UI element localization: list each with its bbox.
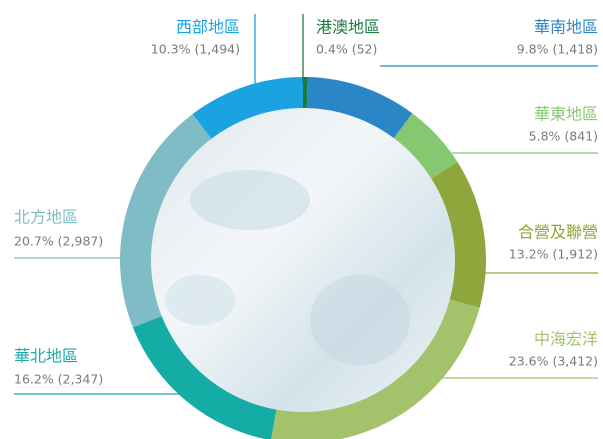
map-shade (165, 275, 235, 325)
value-label: 10.3% (1,494) (151, 42, 240, 57)
segment-label: 華東地區 (534, 105, 598, 124)
value-label: 20.7% (2,987) (14, 234, 103, 249)
segment-label: 合營及聯營 (518, 223, 598, 242)
value-label: 5.8% (841) (529, 129, 598, 144)
value-label: 23.6% (3,412) (509, 354, 598, 369)
segment-label: 西部地區 (176, 18, 240, 37)
segment-label: 華北地區 (14, 347, 78, 366)
map-shade (310, 275, 410, 365)
value-label: 9.8% (1,418) (517, 42, 598, 57)
value-label: 16.2% (2,347) (14, 372, 103, 387)
segment-label: 北方地區 (14, 208, 78, 227)
donut-segment (303, 77, 308, 108)
value-label: 0.4% (52) (316, 42, 377, 57)
value-label: 13.2% (1,912) (509, 247, 598, 262)
segment-label: 華南地區 (534, 18, 598, 37)
map-shade (190, 170, 310, 230)
chart: 港澳地區 0.4% (52) 華南地區 9.8% (1,418) 華東地區 5.8% (8… (0, 0, 603, 439)
map-background (150, 107, 456, 413)
segment-label: 中海宏洋 (534, 330, 598, 349)
segment-label: 港澳地區 (316, 18, 380, 37)
